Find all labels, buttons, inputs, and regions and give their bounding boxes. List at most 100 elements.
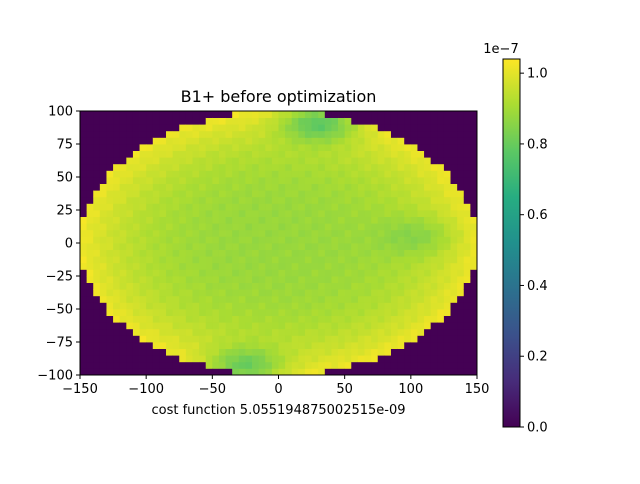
heatmap-cell [252, 203, 260, 211]
heatmap-cell [265, 335, 273, 343]
heatmap-cell [463, 315, 471, 323]
heatmap-cell [159, 262, 167, 270]
heatmap-cell [344, 282, 352, 290]
heatmap-cell [463, 163, 471, 171]
heatmap-cell [351, 117, 359, 125]
heatmap-cell [80, 355, 88, 363]
heatmap-cell [93, 203, 101, 211]
heatmap-cell [404, 111, 412, 118]
heatmap-cell [99, 223, 107, 231]
heatmap-cell [457, 295, 465, 303]
heatmap-cell [397, 361, 405, 369]
heatmap-cell [463, 289, 471, 297]
heatmap-cell [192, 236, 200, 244]
heatmap-cell [357, 196, 365, 204]
heatmap-cell [371, 190, 379, 198]
heatmap-cell [139, 269, 147, 277]
heatmap-cell [285, 196, 293, 204]
heatmap-cell [146, 335, 154, 343]
heatmap-cell [364, 361, 372, 369]
heatmap-cell [152, 328, 160, 336]
heatmap-cell [443, 355, 451, 363]
heatmap-cell [146, 269, 154, 277]
heatmap-cell [192, 361, 200, 369]
heatmap-cell [80, 262, 88, 270]
heatmap-cell [139, 236, 147, 244]
heatmap-cell [99, 170, 107, 178]
heatmap-cell [417, 289, 425, 297]
heatmap-cell [390, 328, 398, 336]
heatmap-cell [390, 144, 398, 151]
heatmap-cell [218, 328, 226, 336]
heatmap-cell [437, 355, 445, 363]
heatmap-cell [86, 150, 94, 158]
heatmap-cell [291, 342, 299, 349]
heatmap-cell [404, 302, 412, 310]
heatmap-cell [443, 276, 451, 283]
heatmap-cell [331, 229, 339, 237]
heatmap-cell [225, 315, 233, 323]
heatmap-cell [430, 157, 438, 165]
heatmap-cell [371, 249, 379, 257]
heatmap-cell [238, 302, 246, 310]
heatmap-cell [377, 130, 385, 138]
heatmap-cell [437, 111, 445, 118]
heatmap-cell [258, 210, 266, 217]
heatmap-cell [324, 229, 332, 237]
heatmap-cell [417, 328, 425, 336]
heatmap-cell [152, 262, 160, 270]
heatmap-cell [212, 117, 220, 125]
heatmap-cell [390, 236, 398, 244]
heatmap-cell [212, 289, 220, 297]
heatmap-cell [132, 229, 140, 237]
heatmap-cell [99, 157, 107, 165]
heatmap-cell [390, 137, 398, 145]
heatmap-cell [172, 216, 180, 224]
heatmap-cell [126, 243, 134, 250]
heatmap-cell [139, 144, 147, 151]
heatmap-cell [113, 203, 121, 211]
heatmap-cell [351, 190, 359, 198]
heatmap-cell [364, 328, 372, 336]
heatmap-cell [344, 302, 352, 310]
heatmap-cell [179, 348, 187, 356]
heatmap-cell [218, 203, 226, 211]
heatmap-cell [278, 163, 286, 171]
heatmap-cell [357, 124, 365, 132]
heatmap-cell [139, 183, 147, 191]
heatmap-cell [212, 282, 220, 290]
heatmap-cell [417, 144, 425, 151]
heatmap-cell [397, 269, 405, 277]
heatmap-cell [86, 210, 94, 217]
heatmap-cell [364, 223, 372, 231]
heatmap-cell [172, 368, 180, 376]
heatmap-cell [338, 157, 346, 165]
heatmap-cell [285, 361, 293, 369]
heatmap-cell [338, 322, 346, 330]
heatmap-cell [93, 302, 101, 310]
heatmap-cell [424, 243, 432, 250]
heatmap-cell [152, 348, 160, 356]
heatmap-cell [199, 315, 207, 323]
heatmap-cell [318, 157, 326, 165]
heatmap-cell [166, 177, 174, 184]
heatmap-cell [404, 342, 412, 349]
heatmap-cell [390, 124, 398, 132]
heatmap-cell [318, 342, 326, 349]
heatmap-cell [377, 111, 385, 118]
heatmap-cell [119, 368, 127, 376]
heatmap-cell [364, 282, 372, 290]
heatmap-cell [212, 130, 220, 138]
heatmap-cell [364, 210, 372, 217]
heatmap-cell [278, 315, 286, 323]
heatmap-cell [470, 130, 478, 138]
heatmap-cell [437, 256, 445, 264]
heatmap-cell [311, 282, 319, 290]
heatmap-cell [99, 210, 107, 217]
heatmap-cell [304, 328, 312, 336]
heatmap-cell [311, 210, 319, 217]
heatmap-cell [185, 282, 193, 290]
heatmap-cell [86, 289, 94, 297]
heatmap-cell [218, 216, 226, 224]
